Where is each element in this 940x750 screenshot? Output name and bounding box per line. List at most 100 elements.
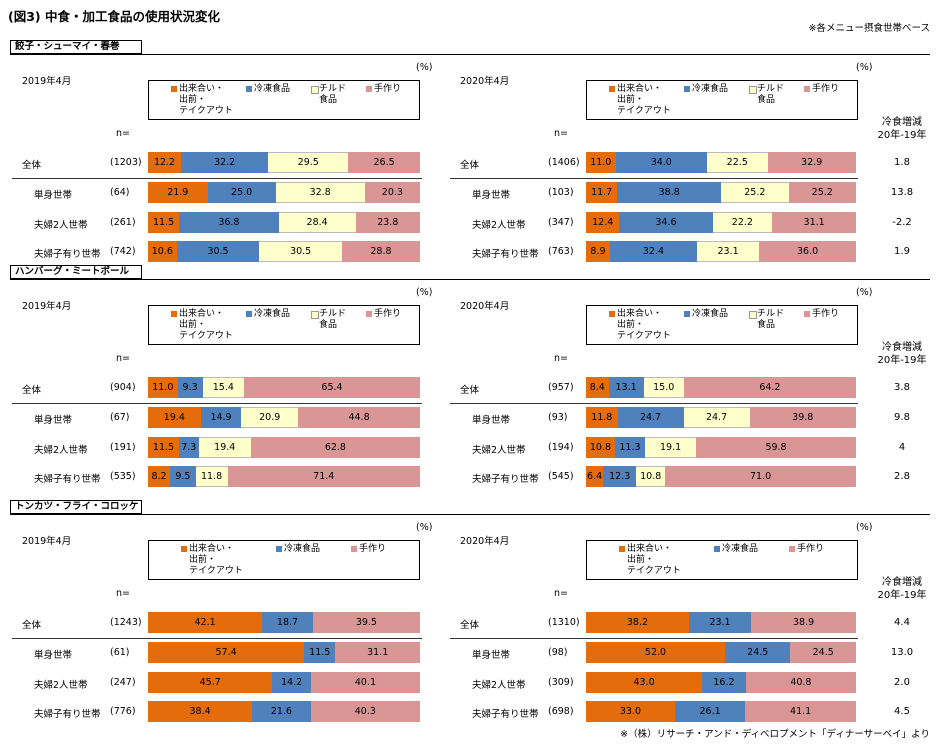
period-label: 2020年4月 [460,301,510,312]
stacked-bar: 42.1 18.7 39.5 [148,612,420,633]
stacked-bar: 38.4 21.6 40.3 [148,701,420,722]
bar-segment: 15.0 [643,377,684,398]
bar-segment: 33.0 [586,701,675,722]
legend-item: 出来合い・ 出前・ テイクアウト [619,544,681,577]
bar-segment: 39.5 [312,612,420,633]
diff-header: 冷食増減 [882,342,922,353]
bar-segment: 40.3 [310,701,420,722]
row-label: 単身世帯 [472,650,511,661]
stacked-bar: 8.4 13.1 15.0 64.2 [586,377,856,398]
bar-segment: 12.4 [586,212,620,233]
legend-label: 出来合い・ 出前・ テイクアウト [617,309,671,341]
row-divider [450,403,858,404]
diff-value: 13.0 [890,647,914,658]
bar-segment: 39.8 [749,407,856,428]
bar-segment: 23.1 [688,612,752,633]
legend-box: 出来合い・ 出前・ テイクアウト 冷凍食品 チルド 食品 手作り [586,305,858,345]
stacked-bar: 6.4 12.3 10.8 71.0 [586,466,856,487]
bar-segment: 25.0 [207,182,276,203]
legend-label: チルド 食品 [757,309,785,330]
legend-swatch [276,546,282,552]
bar-segment: 14.2 [272,672,311,693]
stacked-bar: 11.0 34.0 22.5 32.9 [586,152,856,173]
row-label: 夫婦2人世帯 [472,220,526,231]
stacked-bar: 19.4 14.9 20.9 44.8 [148,407,420,428]
bar-segment: 44.8 [298,407,420,428]
bar-segment: 26.1 [674,701,746,722]
page-title: (図3) 中食・加工食品の使用状況変化 [8,9,220,24]
legend-swatch [171,86,177,92]
bar-segment: 11.5 [148,437,179,458]
bar-segment: 6.4 [586,466,604,487]
period-label: 2019年4月 [22,76,72,87]
bar-segment: 71.0 [665,466,856,487]
legend-label: 冷凍食品 [722,544,759,554]
row-label: 夫婦2人世帯 [472,680,526,691]
bar-segment: 34.6 [619,212,713,233]
bar-segment: 10.8 [636,466,666,487]
row-label: 全体 [460,160,480,171]
row-n: (64) [110,187,130,198]
diff-value: 4 [898,442,906,453]
diff-header: 20年-19年 [877,355,927,366]
bar-segment: 9.3 [177,377,203,398]
bar-segment: 11.8 [586,407,618,428]
percent-unit: (%) [856,522,873,533]
bar-segment: 30.5 [259,241,342,262]
row-label: 夫婦子有り世帯 [472,474,539,485]
row-label: 単身世帯 [34,415,73,426]
legend-swatch [619,546,625,552]
stacked-bar: 11.5 7.3 19.4 62.8 [148,437,420,458]
diff-value: 4.4 [894,617,910,628]
row-label: 全体 [22,160,42,171]
stacked-bar: 8.9 32.4 23.1 36.0 [586,241,856,262]
legend-swatch [684,311,690,317]
bar-segment: 65.4 [244,377,420,398]
legend-label: 冷凍食品 [284,544,321,554]
bar-segment: 20.3 [364,182,420,203]
row-n: (776) [110,706,136,717]
diff-value: 9.8 [894,412,910,423]
legend-label: 出来合い・ 出前・ テイクアウト [617,84,671,116]
legend-swatch [366,86,372,92]
stacked-bar: 21.9 25.0 32.8 20.3 [148,182,420,203]
stacked-bar: 57.4 11.5 31.1 [148,642,420,663]
stacked-bar: 45.7 14.2 40.1 [148,672,420,693]
row-n: (347) [548,217,574,228]
diff-header: 冷食増減 [882,577,922,588]
bar-segment: 28.4 [278,212,356,233]
bar-segment: 23.8 [355,212,420,233]
row-n: (763) [548,246,574,257]
legend-item: 冷凍食品 [684,309,728,320]
percent-unit: (%) [416,522,433,533]
row-label: 夫婦子有り世帯 [34,474,101,485]
row-divider [450,178,858,179]
stacked-bar: 43.0 16.2 40.8 [586,672,856,693]
legend-swatch [609,86,615,92]
bar-segment: 11.5 [304,642,336,663]
percent-unit: (%) [856,62,873,73]
bar-segment: 40.1 [310,672,420,693]
legend-item: 出来合い・ 出前・ テイクアウト [609,309,671,342]
legend-label: 出来合い・ 出前・ テイクアウト [189,544,243,576]
bar-segment: 11.5 [148,212,180,233]
row-n: (103) [548,187,574,198]
legend-label: チルド 食品 [319,309,347,330]
row-n: (957) [548,382,574,393]
legend-item: チルド 食品 [311,84,346,106]
bar-segment: 23.1 [697,241,760,262]
bar-segment: 38.2 [586,612,689,633]
bar-segment: 26.5 [348,152,420,173]
bar-segment: 11.3 [614,437,646,458]
bar-segment: 29.5 [268,152,349,173]
row-n: (93) [548,412,568,423]
row-label: 夫婦2人世帯 [34,220,88,231]
bar-segment: 9.5 [170,466,196,487]
diff-header: 冷食増減 [882,117,922,128]
legend-label: 冷凍食品 [254,309,291,319]
bar-segment: 12.3 [603,466,637,487]
row-label: 夫婦子有り世帯 [34,709,101,720]
stacked-bar: 12.4 34.6 22.2 31.1 [586,212,856,233]
period-label: 2020年4月 [460,536,510,547]
